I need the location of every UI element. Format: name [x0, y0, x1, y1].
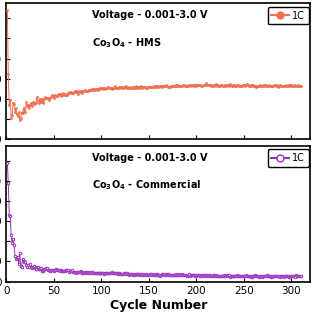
X-axis label: Cycle Number: Cycle Number	[110, 299, 207, 312]
Text: Voltage - 0.001-3.0 V: Voltage - 0.001-3.0 V	[92, 10, 207, 20]
Text: $\mathregular{Co_3O_4}$ - Commercial: $\mathregular{Co_3O_4}$ - Commercial	[92, 178, 201, 192]
Text: Voltage - 0.001-3.0 V: Voltage - 0.001-3.0 V	[92, 153, 207, 163]
Legend: 1C: 1C	[268, 7, 308, 25]
Text: $\mathregular{Co_3O_4}$ - HMS: $\mathregular{Co_3O_4}$ - HMS	[92, 36, 161, 50]
Legend: 1C: 1C	[268, 149, 308, 167]
